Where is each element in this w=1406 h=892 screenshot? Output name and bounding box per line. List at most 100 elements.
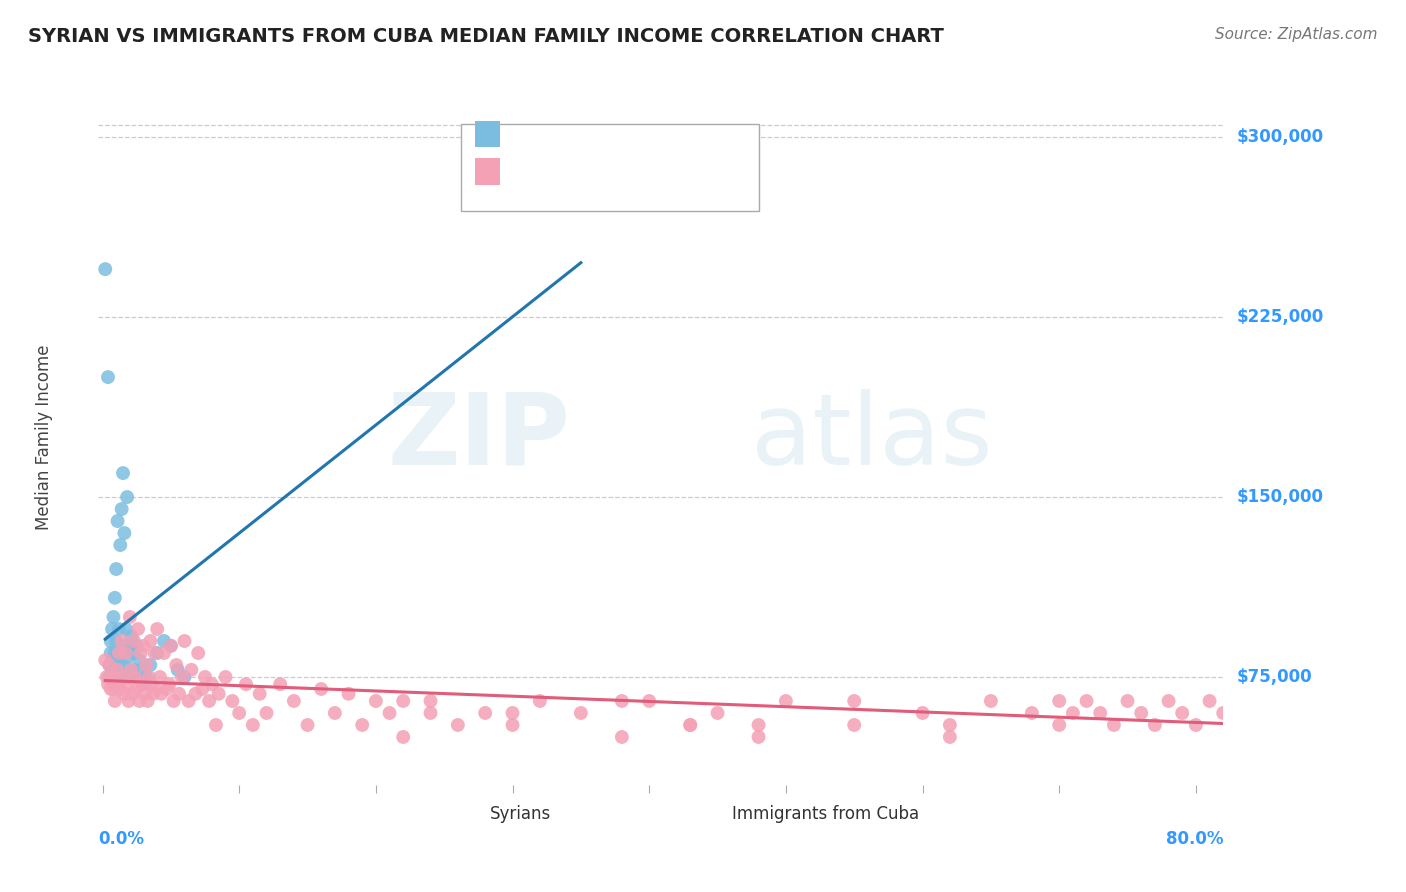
Point [1308, 718, 1330, 732]
Point [125, 681, 148, 696]
Text: 80.0%: 80.0% [1166, 830, 1223, 848]
Point [122, 646, 145, 660]
Point [110, 681, 132, 696]
Point [352, 718, 374, 732]
Point [104, 694, 127, 708]
Point [105, 634, 128, 648]
Point [104, 677, 127, 691]
Point [269, 677, 291, 691]
Point [108, 646, 131, 660]
Point [107, 658, 129, 673]
Point [94, 653, 117, 667]
Point [775, 694, 797, 708]
Point [249, 687, 271, 701]
Point [111, 646, 134, 660]
Point [162, 694, 184, 708]
Point [1076, 694, 1098, 708]
Point [939, 718, 962, 732]
Point [1090, 706, 1112, 720]
Point [141, 677, 163, 691]
Point [1116, 694, 1139, 708]
Point [149, 670, 172, 684]
Text: Immigrants from Cuba: Immigrants from Cuba [731, 805, 918, 823]
Point [101, 663, 124, 677]
Point [214, 670, 236, 684]
Point [118, 639, 141, 653]
Point [105, 677, 128, 691]
Point [94, 262, 117, 277]
Point [610, 730, 633, 744]
Point [96, 670, 118, 684]
Point [107, 514, 129, 528]
Point [569, 706, 592, 720]
Point [111, 658, 134, 673]
Point [107, 663, 129, 677]
Point [111, 634, 134, 648]
Point [939, 730, 962, 744]
Point [98, 658, 121, 673]
Point [112, 687, 135, 701]
Text: SYRIAN VS IMMIGRANTS FROM CUBA MEDIAN FAMILY INCOME CORRELATION CHART: SYRIAN VS IMMIGRANTS FROM CUBA MEDIAN FA… [28, 27, 943, 45]
Point [364, 694, 387, 708]
Point [134, 687, 156, 701]
Point [447, 718, 470, 732]
Point [679, 718, 702, 732]
Point [610, 694, 633, 708]
Text: 0.0%: 0.0% [98, 830, 145, 848]
Point [283, 694, 305, 708]
Point [114, 622, 136, 636]
Point [187, 646, 209, 660]
Point [132, 639, 155, 653]
Point [638, 694, 661, 708]
Point [201, 677, 224, 691]
Point [1253, 706, 1275, 720]
Point [125, 639, 148, 653]
Point [117, 694, 139, 708]
Point [170, 670, 193, 684]
Point [378, 706, 401, 720]
Point [110, 538, 132, 552]
Text: R =  0.011: R = 0.011 [509, 124, 609, 142]
Point [529, 694, 551, 708]
Point [104, 646, 127, 660]
FancyBboxPatch shape [475, 158, 501, 185]
Point [1212, 706, 1234, 720]
Point [1157, 694, 1180, 708]
Point [115, 490, 138, 504]
Point [502, 706, 524, 720]
Point [159, 677, 181, 691]
Text: R = -0.251: R = -0.251 [509, 161, 609, 179]
Point [153, 634, 176, 648]
FancyBboxPatch shape [458, 805, 484, 823]
Point [97, 370, 120, 384]
Point [128, 694, 150, 708]
Point [194, 670, 217, 684]
Point [132, 677, 155, 691]
Point [108, 622, 131, 636]
Point [114, 646, 136, 660]
Point [115, 650, 138, 665]
Point [121, 687, 143, 701]
Point [124, 670, 146, 684]
Point [1143, 718, 1166, 732]
Point [198, 694, 221, 708]
Point [1226, 718, 1249, 732]
Point [228, 706, 250, 720]
Point [502, 718, 524, 732]
Point [419, 694, 441, 708]
Point [115, 677, 138, 691]
Point [103, 681, 125, 696]
Text: Median Family Income: Median Family Income [35, 344, 53, 530]
Point [111, 502, 134, 516]
Point [392, 694, 415, 708]
Point [117, 670, 139, 684]
Point [297, 718, 319, 732]
Point [1021, 706, 1043, 720]
Point [129, 646, 152, 660]
Point [1062, 706, 1084, 720]
Point [1130, 706, 1153, 720]
Point [1281, 694, 1303, 708]
Point [165, 658, 187, 673]
Point [156, 681, 179, 696]
Point [118, 610, 141, 624]
